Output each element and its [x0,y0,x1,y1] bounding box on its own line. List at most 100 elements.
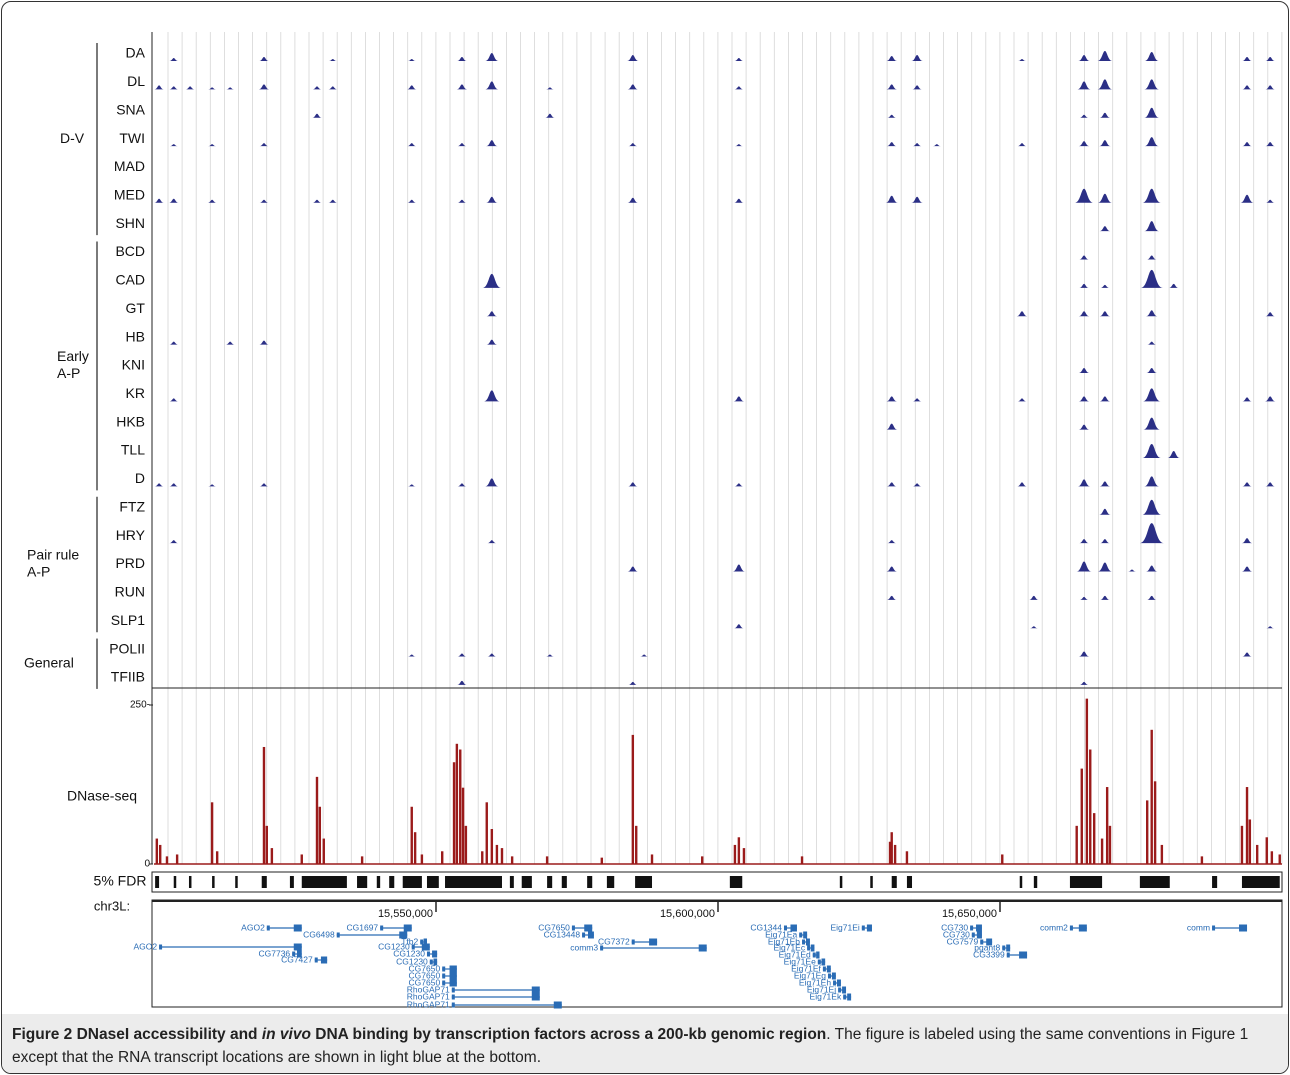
binding-peak [1017,482,1027,487]
fdr-interval [357,876,368,888]
fdr-interval [1139,876,1170,888]
gene-label: CG7650 [538,922,570,932]
gene-exon [827,973,831,979]
gene-exon [803,931,808,939]
caption-title-end: DNA binding by transcription factors acr… [310,1026,827,1043]
gene-exon [266,925,270,931]
binding-peak [627,55,639,61]
binding-peak [328,86,338,90]
binding-peak [486,339,498,345]
binding-peak [886,56,897,61]
track-label: TWI [119,130,145,146]
figure: DA DL SNA TWI MAD MED SHN D-V BCD CAD GT HB KNI KR HKB… [24,32,1283,1009]
binding-peak [457,680,467,685]
gene-label: Eig71Ed [779,949,811,959]
dnase-bar [262,746,266,864]
binding-peak [407,143,417,147]
dnase-bar [1153,781,1157,864]
gene-label: CG13448 [544,929,581,939]
binding-peak [1099,311,1111,317]
binding-peak [1146,565,1158,572]
gene-exon [861,925,865,931]
gene-exon [380,925,384,931]
fdr-interval [870,876,873,888]
gene-exon [976,931,982,939]
gene-label: Eig71Ef [791,963,821,973]
binding-peak [1099,481,1111,487]
fdr-interval [729,876,743,888]
gene-label: comm3 [570,942,598,952]
binding-peak [1265,142,1275,147]
gene-label: CG7736 [259,948,291,958]
binding-peak [1097,193,1112,203]
gene-label: CG1230 [393,948,425,958]
gene-exon [320,956,328,964]
binding-peak [911,196,923,203]
gene-exon [587,931,594,939]
dnase-bar [459,749,462,864]
binding-peak [457,483,467,487]
binding-peak [328,199,338,203]
gene-label: CG7650 [409,963,441,973]
fdr-interval [1241,876,1280,888]
binding-peak [1242,482,1252,487]
binding-peak [886,566,897,572]
fdr-interval [155,876,160,888]
binding-peak [546,654,554,657]
binding-peak [169,58,179,61]
gene-label: pgant8 [974,942,1000,952]
binding-peak [1144,79,1160,90]
dnase-bar [1278,854,1281,864]
gene-exon [433,958,438,966]
binding-peak [487,653,497,657]
track-label: PRD [115,555,145,571]
gene-exon [783,925,787,931]
dnase-bar [1100,838,1104,864]
binding-peak [486,196,498,203]
binding-peak [169,341,179,345]
fdr-interval [389,876,395,888]
fdr-interval [547,876,553,888]
binding-peak [169,483,179,487]
dnase-bar [1085,698,1089,864]
gene-exon [442,966,446,972]
binding-peak [734,86,744,90]
dnase-bar [635,825,638,864]
track-label: D [135,470,145,486]
binding-peak [485,53,499,61]
gene-label: RhoGAP71 [407,984,450,994]
fdr-interval [212,876,215,888]
track-label: HRY [116,527,146,543]
binding-peak [457,57,467,61]
fdr-frame [151,871,1283,893]
ruler-label: 15,550,000 [378,908,433,920]
binding-peak [628,482,638,487]
binding-peak [912,85,922,90]
track-label: SLP1 [111,612,145,628]
group-label: A-P [57,365,80,381]
binding-peak [1079,681,1089,685]
gene-exon [531,986,540,994]
binding-peak [312,113,322,118]
gene-exon [986,938,993,946]
gene-exon [314,957,318,963]
binding-peak [1265,312,1275,317]
binding-peak [1146,310,1158,317]
binding-peak [259,483,269,487]
binding-peak [154,198,164,203]
binding-peak [1079,114,1089,118]
ruler-label: 15,600,000 [660,908,715,920]
binding-peak [1143,417,1161,430]
dnase-bar [500,848,504,864]
binding-peak [732,564,746,572]
gene-exon [531,993,540,1001]
gene-label: CG7650 [409,977,441,987]
binding-peak [154,483,164,487]
gene-label: CG1230 [378,941,410,951]
binding-peak [259,57,269,61]
dnase-bar [737,837,741,864]
gene-exon [831,972,836,980]
fdr-interval [1069,876,1103,888]
binding-peak [1078,424,1090,430]
